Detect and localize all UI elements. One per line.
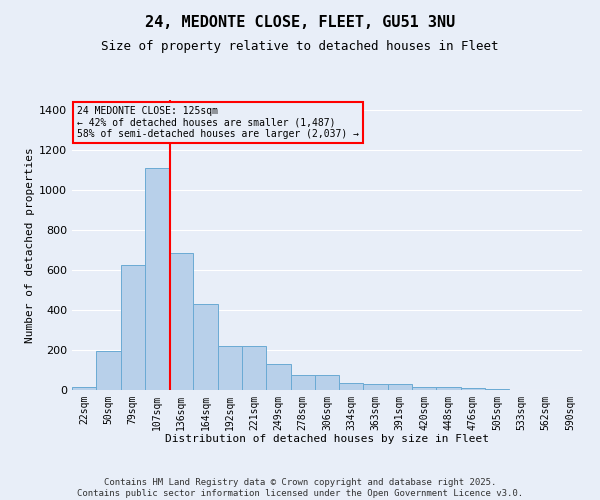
Bar <box>121 265 145 390</box>
Bar <box>290 375 315 390</box>
Bar <box>218 346 242 390</box>
Bar <box>412 387 436 390</box>
Text: 24, MEDONTE CLOSE, FLEET, GU51 3NU: 24, MEDONTE CLOSE, FLEET, GU51 3NU <box>145 15 455 30</box>
Bar <box>436 387 461 390</box>
Bar <box>339 383 364 390</box>
Text: Contains HM Land Registry data © Crown copyright and database right 2025.
Contai: Contains HM Land Registry data © Crown c… <box>77 478 523 498</box>
Bar <box>364 384 388 390</box>
Bar <box>242 346 266 390</box>
Bar <box>193 304 218 390</box>
Bar <box>96 351 121 390</box>
Text: Size of property relative to detached houses in Fleet: Size of property relative to detached ho… <box>101 40 499 53</box>
Bar <box>266 364 290 390</box>
X-axis label: Distribution of detached houses by size in Fleet: Distribution of detached houses by size … <box>165 434 489 444</box>
Bar <box>315 375 339 390</box>
Text: 24 MEDONTE CLOSE: 125sqm
← 42% of detached houses are smaller (1,487)
58% of sem: 24 MEDONTE CLOSE: 125sqm ← 42% of detach… <box>77 106 359 139</box>
Y-axis label: Number of detached properties: Number of detached properties <box>25 147 35 343</box>
Bar <box>388 384 412 390</box>
Bar <box>461 388 485 390</box>
Bar <box>169 253 193 390</box>
Bar <box>72 387 96 390</box>
Bar <box>145 168 169 390</box>
Bar <box>485 389 509 390</box>
